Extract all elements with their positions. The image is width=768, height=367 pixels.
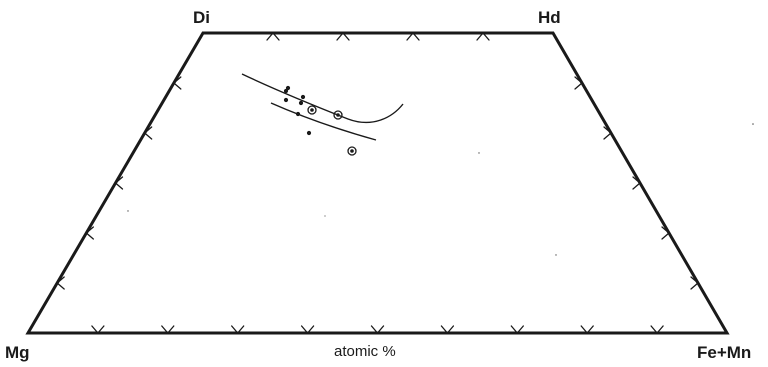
sample-point-circled [307, 105, 317, 115]
sample-point-dot [300, 94, 306, 100]
left-tick [56, 276, 65, 290]
axis-label-atomic-percent: atomic % [334, 343, 396, 360]
sample-point-dot [298, 100, 304, 106]
speck [555, 254, 557, 256]
bottom-tick [370, 325, 385, 334]
bottom-tick [91, 325, 105, 334]
sample-points [283, 85, 357, 156]
speck [752, 123, 754, 125]
right-tick [574, 76, 583, 90]
left-tick [114, 176, 124, 190]
right-tick [603, 126, 612, 140]
tick-marks [56, 32, 699, 334]
bottom-tick [580, 325, 594, 334]
lower-trend-curve [270, 102, 377, 141]
speck [127, 210, 129, 212]
vertex-label-fe-mn: Fe+Mn [697, 343, 752, 362]
speck [478, 152, 480, 154]
top-tick [476, 32, 490, 41]
vertex-label-mg: Mg [5, 343, 30, 362]
bottom-tick [510, 325, 524, 334]
bottom-tick [650, 325, 664, 334]
bottom-tick [161, 325, 175, 334]
left-tick [85, 226, 94, 240]
quadrilateral-outline [25, 31, 730, 335]
upper-trend-curve [241, 73, 404, 124]
sample-point-dot [295, 111, 301, 117]
sample-point-circled [333, 110, 343, 120]
scan-specks [127, 123, 754, 256]
bottom-tick [231, 325, 245, 334]
sample-point-circled [347, 146, 357, 156]
speck [324, 215, 326, 217]
vertex-label-hd: Hd [538, 8, 561, 27]
bottom-tick [300, 325, 315, 334]
left-tick [172, 76, 182, 90]
sample-point-dot [283, 97, 289, 103]
vertex-label-di: Di [193, 8, 210, 27]
top-tick [266, 32, 280, 41]
sample-point-dot [285, 85, 291, 91]
sample-point-dot [283, 88, 289, 94]
trend-curves [241, 73, 404, 141]
right-tick [690, 276, 699, 290]
top-tick [406, 32, 420, 41]
left-tick [143, 126, 153, 140]
top-tick [336, 32, 350, 41]
right-tick [661, 226, 670, 240]
sample-point-dot [306, 130, 312, 136]
bottom-tick [440, 325, 455, 334]
right-tick [632, 176, 641, 190]
